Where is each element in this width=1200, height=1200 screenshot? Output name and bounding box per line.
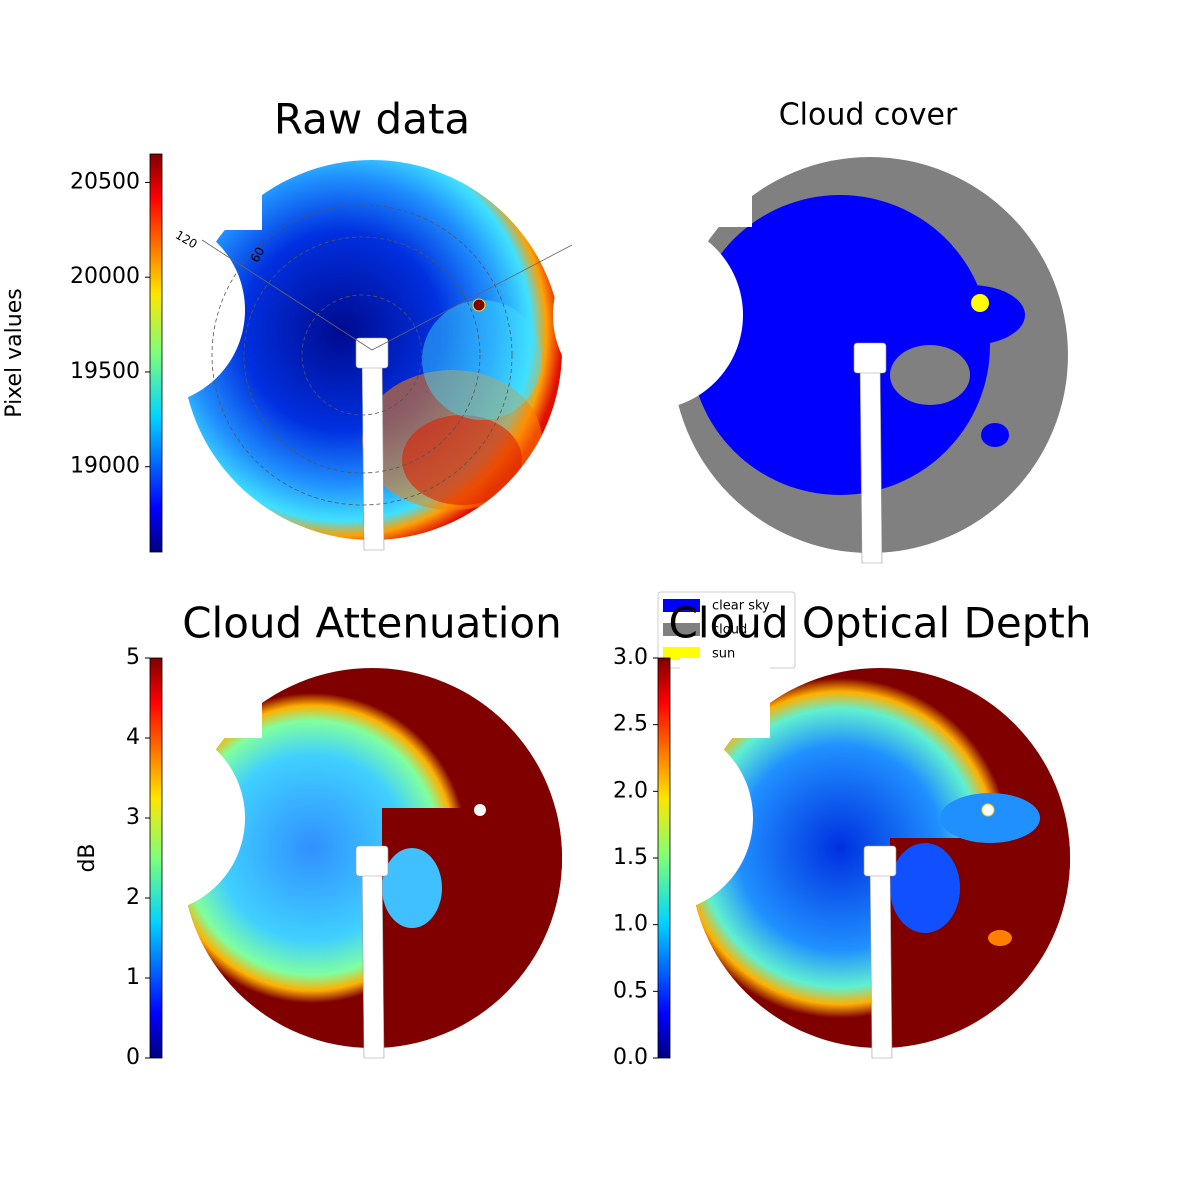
horizon-notch <box>680 658 770 738</box>
colorbar-label: Pixel values <box>2 288 27 417</box>
legend-swatch <box>663 599 700 612</box>
legend-label: sun <box>712 647 735 662</box>
colorbar-tick-label: 3 <box>126 805 140 830</box>
clear-sky <box>690 195 990 495</box>
cloud <box>890 345 970 405</box>
clear-region <box>382 848 442 928</box>
colorbar-tick-label: 1.0 <box>613 912 648 937</box>
colorbar <box>149 153 163 553</box>
shadow-arm <box>859 354 883 564</box>
horizon-notch <box>172 658 262 738</box>
shadow-band <box>853 342 887 374</box>
shadow-arm <box>361 349 385 551</box>
colorbar-tick-label: 19500 <box>70 359 140 384</box>
panel: Cloud cover clear sky cloud sun <box>553 98 1068 669</box>
warm-region <box>402 415 522 505</box>
colorbar-tick-label: 1.5 <box>613 845 648 870</box>
colorbar <box>149 657 163 1059</box>
legend-swatch <box>663 647 700 660</box>
sun <box>971 294 989 312</box>
polar-grid <box>201 239 373 351</box>
polar-label: 60 <box>248 245 268 265</box>
panel: Cloud Attenuation 0 1 2 3 4 5 dB <box>55 599 562 1070</box>
warm-region <box>988 930 1012 946</box>
sun <box>981 803 995 817</box>
colorbar-tick-label: 0 <box>126 1045 140 1070</box>
panel-title: Cloud cover <box>779 98 958 133</box>
panel-title: Cloud Optical Depth <box>669 599 1092 648</box>
colorbar-tick-label: 19000 <box>70 454 140 479</box>
colorbar-tick-label: 20500 <box>70 169 140 194</box>
shadow-arm <box>869 857 893 1059</box>
horizon-notch <box>553 220 743 410</box>
colorbar-label: dB <box>75 843 100 872</box>
colorbar-tick-label: 1 <box>126 965 140 990</box>
cloud-region <box>422 300 542 420</box>
polar-grid <box>301 294 423 416</box>
colorbar-tick-label: 20000 <box>70 264 140 289</box>
polar-grid <box>243 236 481 474</box>
colorbar-tick-label: 5 <box>126 645 140 670</box>
clear-region <box>890 843 960 933</box>
sun <box>474 804 486 816</box>
clear-region <box>940 793 1040 843</box>
sun <box>472 298 486 312</box>
shadow-band <box>863 845 897 877</box>
cloud-region <box>382 808 562 1048</box>
colorbar-tick-label: 0.0 <box>613 1045 648 1070</box>
panel-title: Raw data <box>274 95 470 144</box>
legend-label: cloud <box>712 623 747 638</box>
horizon-notch <box>172 150 262 230</box>
shadow-arm <box>361 857 385 1059</box>
polar-grid <box>371 244 573 351</box>
colorbar-tick-label: 4 <box>126 725 140 750</box>
colorbar-tick-label: 3.0 <box>613 645 648 670</box>
clear-sky <box>981 423 1009 447</box>
colorbar <box>657 657 671 1059</box>
colorbar-tick-label: 2.5 <box>613 712 648 737</box>
horizon-notch <box>662 147 752 227</box>
clear-sky <box>915 285 1025 345</box>
shadow-band <box>355 845 389 877</box>
colorbar-tick-label: 2.0 <box>613 778 648 803</box>
colorbar-tick-label: 0.5 <box>613 978 648 1003</box>
colorbar-tick-label: 2 <box>126 885 140 910</box>
panel-title: Cloud Attenuation <box>182 599 562 648</box>
legend-swatch <box>663 623 700 636</box>
legend-label: clear sky <box>712 599 770 614</box>
panel: Cloud Optical Depth 0.0 0.5 1.0 1.5 2.0 2.5 3.0 <box>563 599 1092 1070</box>
polar-grid <box>211 204 513 506</box>
